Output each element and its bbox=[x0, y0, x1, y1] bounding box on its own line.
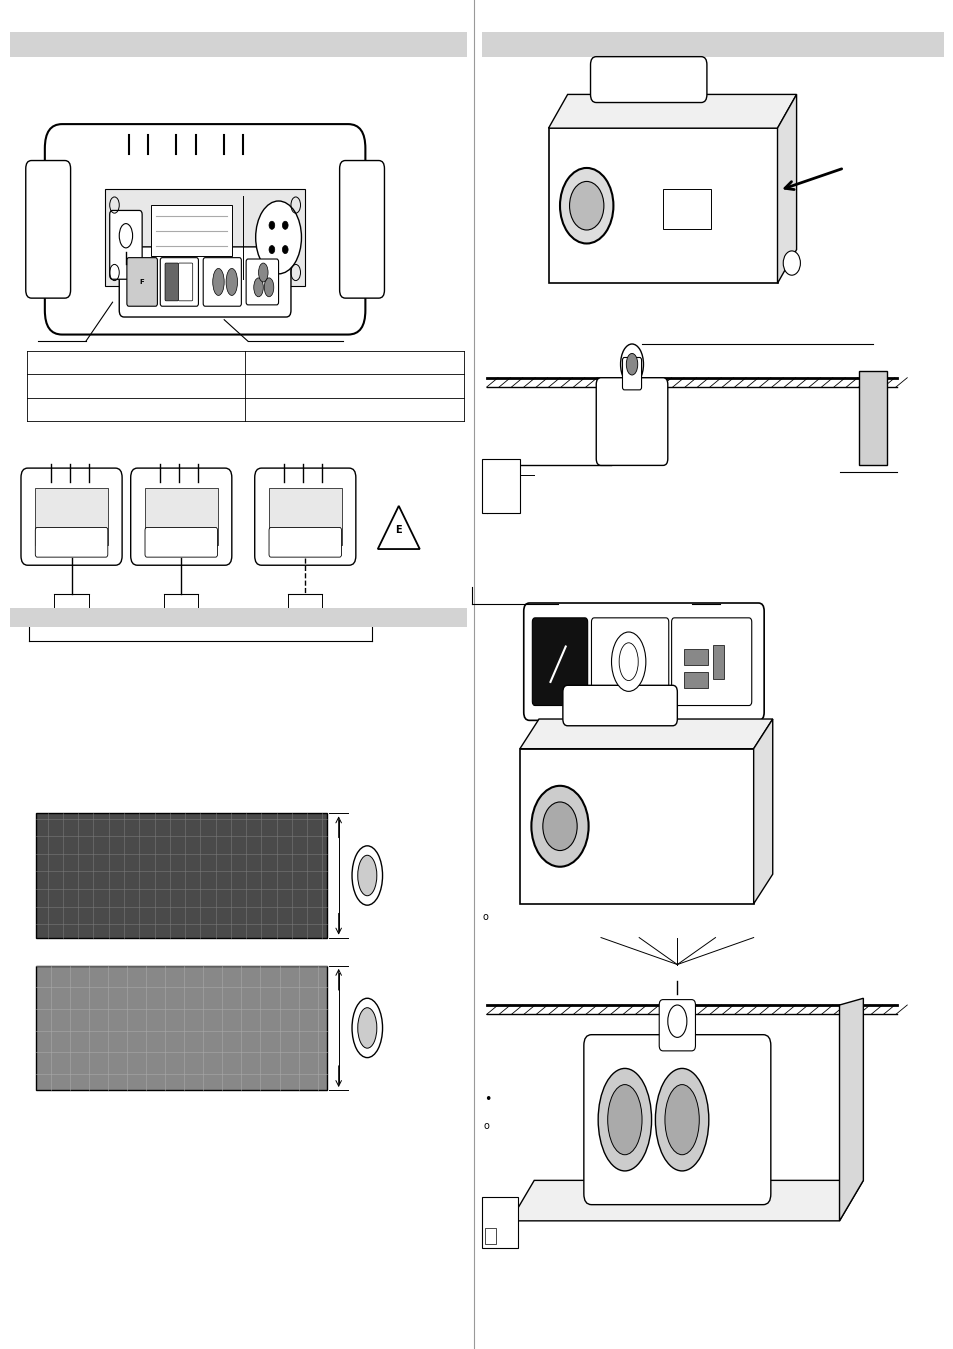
Ellipse shape bbox=[607, 1085, 641, 1155]
Ellipse shape bbox=[569, 181, 603, 229]
Bar bbox=[105, 189, 305, 286]
Polygon shape bbox=[777, 94, 796, 283]
FancyBboxPatch shape bbox=[110, 210, 142, 279]
Ellipse shape bbox=[352, 998, 382, 1058]
Ellipse shape bbox=[357, 1008, 376, 1048]
Ellipse shape bbox=[269, 246, 274, 254]
FancyBboxPatch shape bbox=[532, 618, 587, 706]
Polygon shape bbox=[519, 749, 753, 904]
Bar bbox=[481, 1197, 517, 1248]
Ellipse shape bbox=[213, 268, 224, 295]
Text: o: o bbox=[482, 912, 488, 923]
Ellipse shape bbox=[611, 631, 645, 692]
FancyBboxPatch shape bbox=[583, 1035, 770, 1205]
FancyBboxPatch shape bbox=[591, 618, 668, 706]
Bar bbox=[36, 813, 327, 938]
Text: E: E bbox=[395, 525, 401, 536]
Bar bbox=[10, 608, 467, 627]
Ellipse shape bbox=[258, 263, 268, 282]
FancyBboxPatch shape bbox=[254, 468, 355, 565]
Ellipse shape bbox=[655, 1068, 708, 1171]
FancyBboxPatch shape bbox=[45, 124, 365, 335]
Text: •: • bbox=[483, 1093, 491, 1106]
Polygon shape bbox=[510, 1180, 862, 1221]
Bar bbox=[484, 1228, 496, 1244]
Ellipse shape bbox=[253, 278, 263, 297]
FancyBboxPatch shape bbox=[339, 161, 384, 298]
Bar bbox=[683, 649, 707, 665]
Ellipse shape bbox=[664, 1085, 699, 1155]
Bar bbox=[151, 205, 232, 256]
Bar bbox=[269, 488, 341, 545]
Ellipse shape bbox=[357, 855, 376, 896]
FancyBboxPatch shape bbox=[21, 468, 122, 565]
Ellipse shape bbox=[598, 1068, 651, 1171]
Bar bbox=[36, 966, 327, 1090]
Polygon shape bbox=[858, 371, 886, 465]
Bar bbox=[35, 488, 108, 545]
Bar bbox=[145, 488, 217, 545]
Polygon shape bbox=[839, 998, 862, 1221]
Ellipse shape bbox=[269, 221, 274, 229]
Ellipse shape bbox=[255, 201, 301, 274]
Ellipse shape bbox=[264, 278, 274, 297]
Polygon shape bbox=[753, 719, 772, 904]
FancyBboxPatch shape bbox=[596, 378, 667, 465]
FancyBboxPatch shape bbox=[127, 258, 157, 306]
FancyBboxPatch shape bbox=[119, 247, 291, 317]
Bar bbox=[683, 672, 707, 688]
Ellipse shape bbox=[352, 846, 382, 905]
Text: F: F bbox=[140, 279, 144, 285]
FancyBboxPatch shape bbox=[659, 1000, 695, 1051]
FancyBboxPatch shape bbox=[523, 603, 763, 720]
FancyBboxPatch shape bbox=[131, 468, 232, 565]
FancyBboxPatch shape bbox=[165, 263, 178, 301]
Ellipse shape bbox=[226, 268, 237, 295]
Bar bbox=[712, 645, 723, 679]
FancyBboxPatch shape bbox=[246, 259, 278, 305]
FancyBboxPatch shape bbox=[26, 161, 71, 298]
Ellipse shape bbox=[625, 353, 637, 375]
Bar bbox=[481, 32, 943, 57]
Text: o: o bbox=[483, 1121, 489, 1132]
Polygon shape bbox=[377, 506, 419, 549]
Ellipse shape bbox=[282, 246, 288, 254]
FancyBboxPatch shape bbox=[160, 258, 198, 306]
FancyBboxPatch shape bbox=[178, 263, 193, 301]
FancyBboxPatch shape bbox=[269, 527, 341, 557]
FancyBboxPatch shape bbox=[203, 258, 241, 306]
Ellipse shape bbox=[782, 251, 800, 275]
Ellipse shape bbox=[619, 344, 642, 384]
Bar bbox=[481, 459, 519, 513]
FancyBboxPatch shape bbox=[671, 618, 751, 706]
Ellipse shape bbox=[542, 801, 577, 850]
FancyBboxPatch shape bbox=[145, 527, 217, 557]
FancyBboxPatch shape bbox=[590, 57, 706, 103]
Ellipse shape bbox=[531, 785, 588, 866]
Ellipse shape bbox=[559, 167, 613, 243]
Bar bbox=[10, 32, 467, 57]
FancyBboxPatch shape bbox=[562, 685, 677, 726]
FancyBboxPatch shape bbox=[35, 527, 108, 557]
Polygon shape bbox=[548, 128, 777, 283]
Ellipse shape bbox=[282, 221, 288, 229]
Ellipse shape bbox=[667, 1005, 686, 1037]
FancyBboxPatch shape bbox=[621, 357, 640, 390]
Polygon shape bbox=[519, 719, 772, 749]
Ellipse shape bbox=[618, 643, 638, 681]
Bar bbox=[662, 189, 710, 229]
Polygon shape bbox=[548, 94, 796, 128]
